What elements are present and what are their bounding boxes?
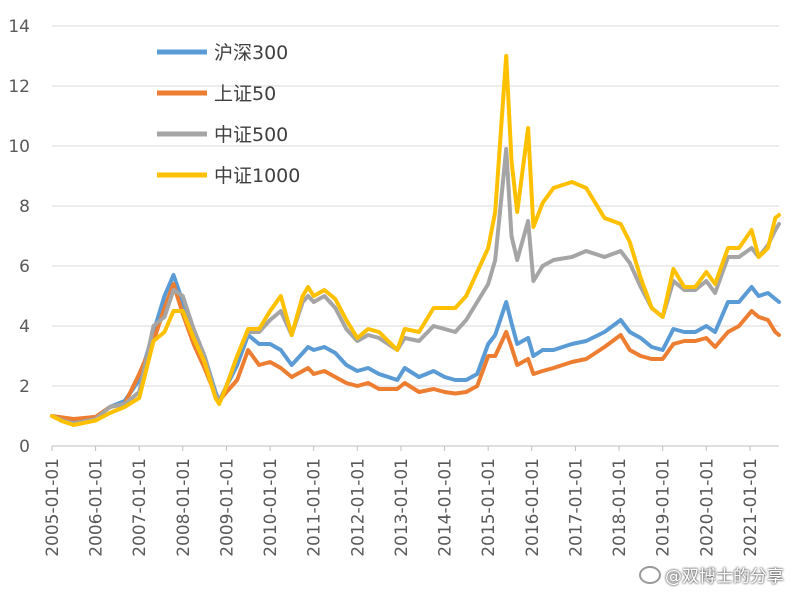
x-tick-label: 2021-01-01 [741,458,761,557]
legend-label: 沪深300 [214,42,288,64]
x-tick-label: 2010-01-01 [261,458,281,557]
series-line [50,54,781,427]
legend-label: 中证500 [214,124,288,146]
watermark-text: @双博士的分享 [665,567,784,587]
legend-label: 中证1000 [214,165,300,187]
x-tick-label: 2015-01-01 [479,458,499,557]
y-tick-label: 14 [8,17,30,37]
y-tick-label: 4 [19,317,30,337]
x-tick-label: 2013-01-01 [392,458,412,557]
x-tick-label: 2012-01-01 [348,458,368,557]
x-tick-label: 2006-01-01 [87,458,107,557]
weibo-logo-icon [639,565,661,584]
watermark: @双博士的分享 [639,562,784,587]
x-tick-label: 2017-01-01 [566,458,586,557]
x-tick-label: 2019-01-01 [654,458,674,557]
y-tick-label: 12 [8,77,30,97]
legend-label: 上证50 [214,83,276,105]
series-line [50,147,781,426]
x-tick-label: 2011-01-01 [305,458,325,557]
y-tick-label: 0 [19,437,30,457]
y-tick-label: 2 [19,377,30,397]
x-tick-label: 2008-01-01 [174,458,194,557]
x-tick-label: 2016-01-01 [523,458,543,557]
y-tick-label: 8 [19,197,30,217]
x-tick-label: 2020-01-01 [697,458,717,557]
x-tick-label: 2018-01-01 [610,458,630,557]
y-tick-label: 10 [8,137,30,157]
x-tick-label: 2005-01-01 [43,458,63,557]
x-tick-label: 2014-01-01 [436,458,456,557]
series-line [50,282,781,421]
y-tick-label: 6 [19,257,30,277]
x-tick-label: 2009-01-01 [217,458,237,557]
x-tick-label: 2007-01-01 [130,458,150,557]
